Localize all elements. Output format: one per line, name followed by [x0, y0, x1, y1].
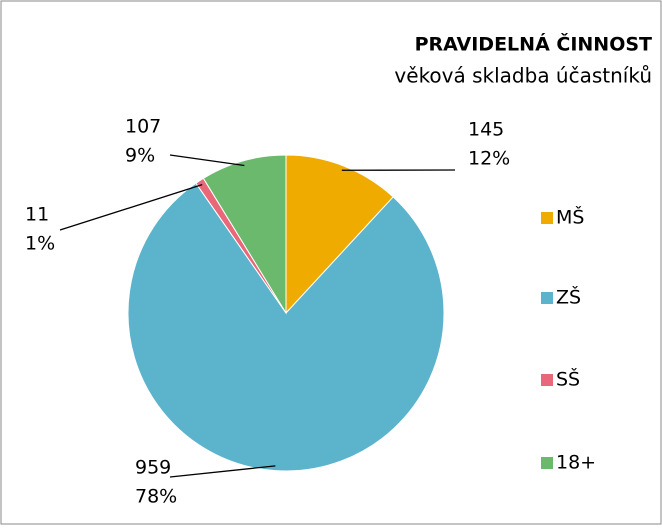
legend-label: 18+	[556, 452, 596, 474]
data-label: 78%	[135, 486, 177, 508]
legend-swatch	[541, 212, 553, 224]
legend-swatch	[541, 374, 553, 386]
data-label: 959	[135, 457, 171, 479]
legend-label: SŠ	[556, 367, 580, 391]
data-label: 11	[25, 204, 49, 226]
legend-swatch	[541, 292, 553, 304]
data-label: 12%	[468, 148, 510, 170]
data-label: 1%	[25, 233, 55, 255]
chart-subtitle: věková skladba účastníků	[394, 64, 652, 88]
legend-label: ZŠ	[556, 285, 581, 309]
legend-swatch	[541, 457, 553, 469]
legend-label: MŠ	[556, 205, 584, 229]
data-label: 145	[468, 119, 504, 141]
data-label: 107	[125, 116, 161, 138]
chart-title: PRAVIDELNÁ ČINNOST	[415, 32, 652, 56]
data-label: 9%	[125, 145, 155, 167]
